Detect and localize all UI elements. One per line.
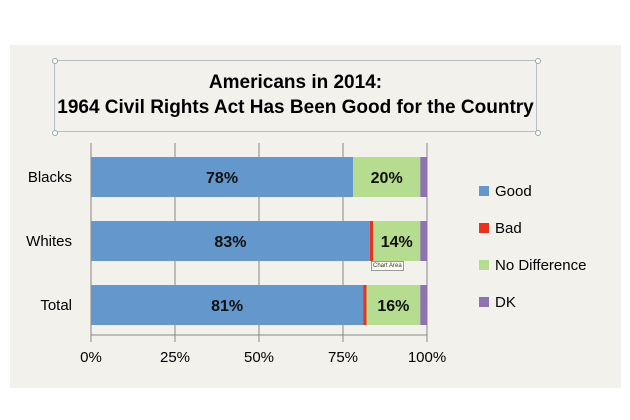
bar-segment-good [91, 157, 354, 197]
resize-handle[interactable] [52, 58, 58, 64]
legend-label: Bad [495, 220, 522, 237]
data-label: 78% [206, 170, 238, 187]
bar-segment-dk [420, 221, 427, 261]
bar-segment-no-difference [366, 285, 421, 325]
data-label: 20% [371, 170, 403, 187]
bar-segment-good [91, 285, 364, 325]
bar-segment-dk [420, 285, 427, 325]
legend-label: Good [495, 183, 532, 200]
legend-label: No Difference [495, 257, 586, 274]
x-tick-label: 100% [408, 349, 446, 366]
resize-handle[interactable] [535, 130, 541, 136]
legend-swatch [479, 186, 489, 196]
category-label: Total [40, 297, 72, 314]
data-label: 14% [381, 234, 413, 251]
legend-swatch [479, 223, 489, 233]
x-tick-label: 75% [328, 349, 358, 366]
bar-segment-no-difference [353, 157, 421, 197]
x-tick-label: 25% [160, 349, 190, 366]
bar-segment-dk [420, 157, 427, 197]
x-tick-label: 50% [244, 349, 274, 366]
legend-swatch [479, 297, 489, 307]
chart-subtitle: 1964 Civil Rights Act Has Been Good for … [57, 97, 534, 118]
legend-swatch [479, 260, 489, 270]
bar-segment-bad [363, 285, 367, 325]
resize-handle[interactable] [535, 58, 541, 64]
bar-segment-good [91, 221, 370, 261]
data-label: 81% [211, 298, 243, 315]
category-label: Whites [26, 233, 72, 250]
legend-label: DK [495, 294, 516, 311]
data-label: 16% [377, 298, 409, 315]
chart-title-box[interactable]: Americans in 2014: 1964 Civil Rights Act… [54, 60, 537, 132]
resize-handle[interactable] [52, 130, 58, 136]
x-tick-label: 0% [80, 349, 102, 366]
chart-area[interactable] [10, 45, 621, 388]
bar-segment-no-difference [373, 221, 421, 261]
data-label: 83% [214, 234, 246, 251]
bar-segment-bad [369, 221, 374, 261]
chart-title: Americans in 2014: [208, 72, 383, 93]
tooltip: Chart Area [371, 261, 404, 271]
category-label: Blacks [28, 169, 72, 186]
